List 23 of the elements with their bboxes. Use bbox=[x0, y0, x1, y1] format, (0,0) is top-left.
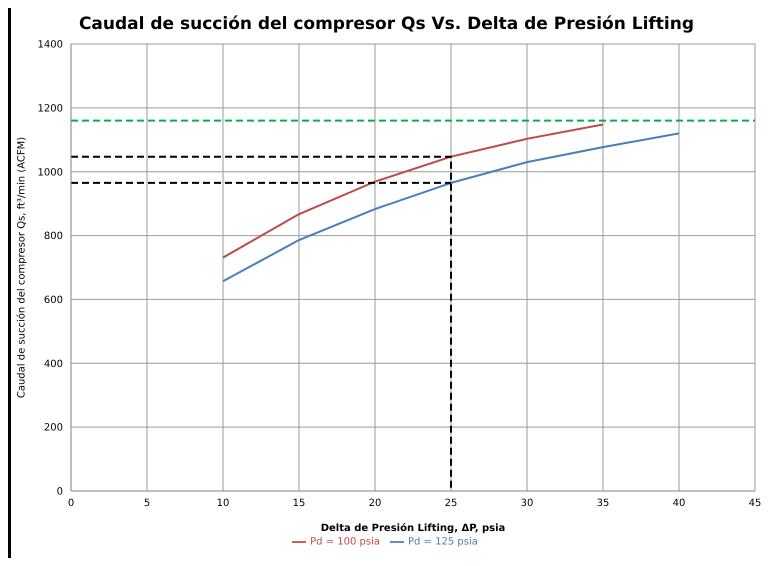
x-tick-label: 25 bbox=[444, 498, 458, 510]
x-tick-label: 15 bbox=[292, 498, 306, 510]
x-tick-label: 20 bbox=[368, 498, 382, 510]
legend-label: Pd = 125 psia bbox=[408, 536, 478, 548]
y-tick-label: 0 bbox=[56, 486, 63, 498]
y-tick-label: 400 bbox=[44, 358, 63, 370]
x-tick-label: 5 bbox=[144, 498, 150, 510]
y-tick-label: 200 bbox=[44, 422, 63, 434]
chart-title: Caudal de succión del compresor Qs Vs. Delta de Presión Lifting bbox=[78, 13, 696, 36]
y-tick-label: 1000 bbox=[38, 167, 63, 178]
x-tick-label: 40 bbox=[672, 498, 686, 510]
y-tick-label: 600 bbox=[44, 294, 63, 306]
x-tick-label: 35 bbox=[596, 498, 610, 510]
y-tick-label: 1200 bbox=[38, 103, 63, 114]
legend-label: Pd = 100 psia bbox=[310, 536, 380, 548]
y-tick-label: 800 bbox=[44, 231, 63, 242]
y-tick-label: 1400 bbox=[38, 40, 63, 51]
y-axis-title: Caudal de succión del compresor Qs, ft³/min (ACFM) bbox=[16, 136, 28, 398]
x-tick-label: 45 bbox=[748, 498, 762, 510]
x-tick-label: 30 bbox=[520, 498, 534, 510]
x-axis-title: Delta de Presión Lifting, ΔP, psia bbox=[320, 523, 506, 534]
x-tick-label: 0 bbox=[68, 498, 74, 510]
x-tick-label: 10 bbox=[216, 498, 230, 510]
